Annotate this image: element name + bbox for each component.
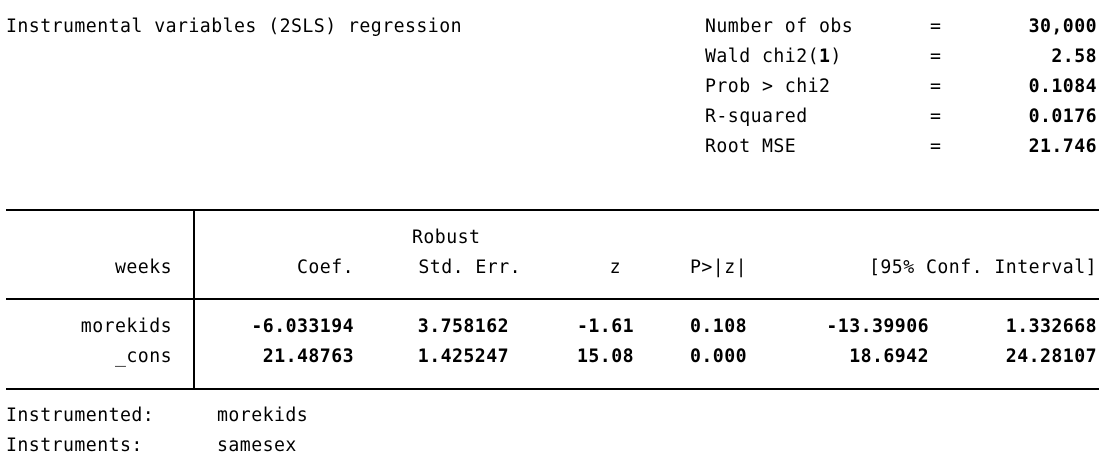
- stat-value-wald: 2.58: [1051, 46, 1097, 67]
- stat-label-rmse: Root MSE: [705, 136, 797, 157]
- row-label: _cons: [115, 346, 172, 367]
- stat-value-rsq: 0.0176: [1028, 106, 1097, 127]
- stat-equals: =: [930, 136, 942, 157]
- stat-equals: =: [930, 106, 942, 127]
- stat-value-nobs: 30,000: [1028, 16, 1097, 37]
- cell-ci-high: 1.332668: [1005, 316, 1097, 337]
- depvar-header: weeks: [115, 257, 172, 278]
- stat-equals: =: [930, 16, 942, 37]
- instruments-value: samesex: [217, 435, 297, 456]
- cell-p: 0.108: [690, 316, 747, 337]
- col-header-p: P>|z|: [690, 257, 747, 278]
- stat-label-rsq: R-squared: [705, 106, 808, 127]
- table-top-rule: [6, 209, 1099, 211]
- cell-ci-low: 18.6942: [849, 346, 929, 367]
- cell-p: 0.000: [690, 346, 747, 367]
- cell-coef: 21.48763: [262, 346, 354, 367]
- col-header-z: z: [609, 257, 621, 278]
- row-label: morekids: [80, 316, 172, 337]
- stat-label-prob: Prob > chi2: [705, 76, 831, 97]
- stat-value-rmse: 21.746: [1028, 136, 1097, 157]
- col-header-ci: [95% Conf. Interval]: [869, 257, 1097, 278]
- cell-se: 3.758162: [417, 316, 509, 337]
- stat-value-prob: 0.1084: [1028, 76, 1097, 97]
- stat-label-nobs: Number of obs: [705, 16, 854, 37]
- instruments-label: Instruments:: [6, 435, 143, 456]
- cell-ci-high: 24.28107: [1005, 346, 1097, 367]
- instrumented-value: morekids: [217, 405, 309, 426]
- table-header-rule: [6, 298, 1099, 300]
- col-header-se: Std. Err.: [418, 257, 521, 278]
- cell-ci-low: -13.39906: [826, 316, 929, 337]
- stat-equals: =: [930, 46, 942, 67]
- stat-equals: =: [930, 76, 942, 97]
- col-header-coef: Coef.: [297, 257, 354, 278]
- wald-df: 1: [819, 46, 831, 67]
- cell-z: -1.61: [577, 316, 634, 337]
- robust-label: Robust: [412, 227, 481, 248]
- regression-title: Instrumental variables (2SLS) regression: [6, 16, 462, 37]
- table-bottom-rule: [6, 388, 1099, 390]
- stat-label-wald: Wald chi2(1): [705, 46, 842, 67]
- table-divider: [193, 210, 195, 389]
- cell-z: 15.08: [577, 346, 634, 367]
- instrumented-label: Instrumented:: [6, 405, 155, 426]
- cell-coef: -6.033194: [251, 316, 354, 337]
- cell-se: 1.425247: [417, 346, 509, 367]
